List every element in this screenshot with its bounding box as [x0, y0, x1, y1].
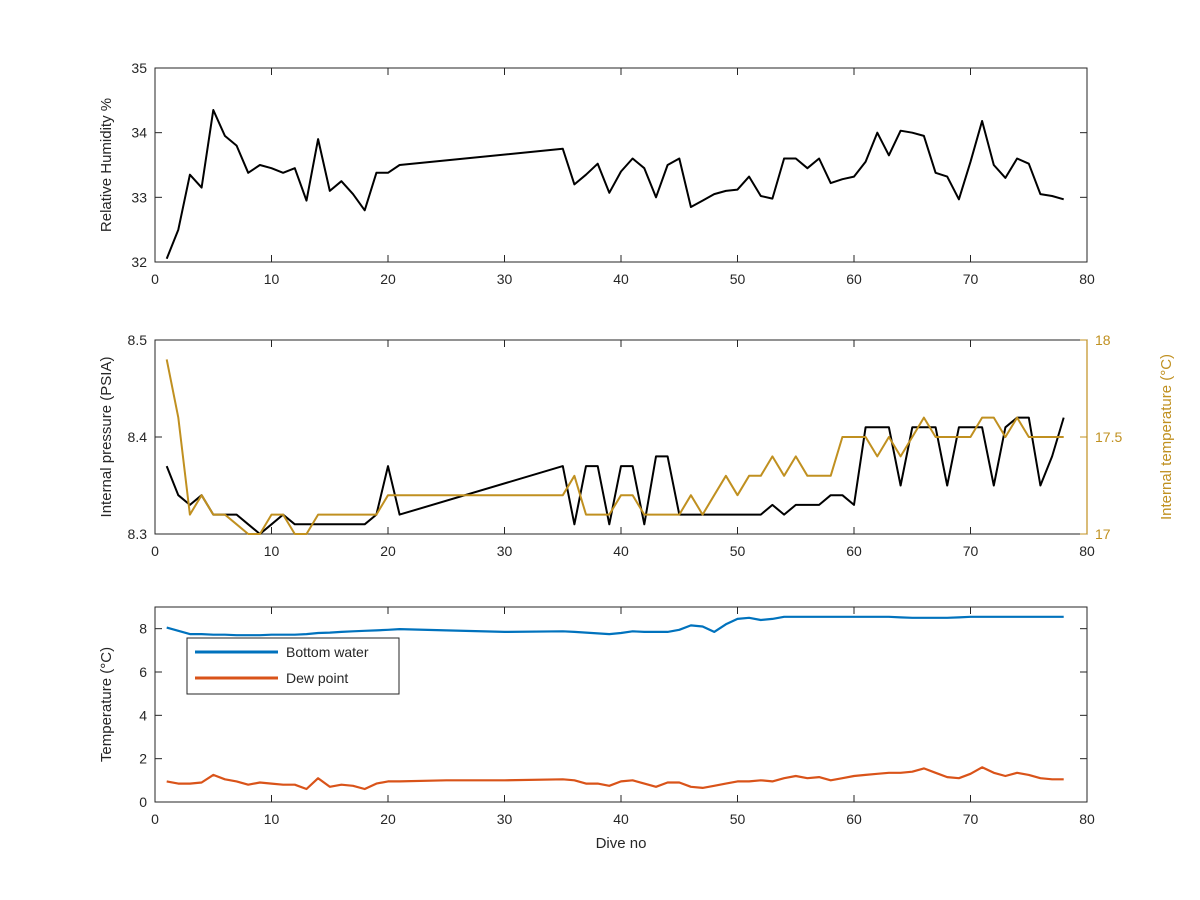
x-tick-label: 80 [1079, 811, 1095, 827]
legend-label: Dew point [286, 670, 348, 686]
legend-label: Bottom water [286, 644, 369, 660]
x-tick-label: 50 [730, 811, 746, 827]
y-tick-label: 8 [139, 621, 147, 637]
right-y-tick-label: 17 [1095, 526, 1111, 542]
x-tick-label: 70 [963, 543, 979, 559]
x-tick-label: 20 [380, 271, 396, 287]
x-tick-label: 80 [1079, 543, 1095, 559]
y-tick-label: 4 [139, 707, 147, 723]
x-tick-label: 70 [963, 811, 979, 827]
x-tick-label: 50 [730, 271, 746, 287]
x-axis-label: Dive no [596, 835, 647, 852]
chart-panel-1: 0 10 20 30 40 50 60 70 80 32 33 34 35 Relative Humidi… [98, 60, 1095, 287]
x-tick-label: 80 [1079, 271, 1095, 287]
y-tick-label: 2 [139, 751, 147, 767]
x-tick-label: 0 [151, 543, 159, 559]
x-tick-label: 40 [613, 543, 629, 559]
x-tick-label: 70 [963, 271, 979, 287]
chart-panel-3: 0 10 20 30 40 50 60 70 80 0 2 4 6 8 Temperature (°C) Di… [98, 606, 1095, 852]
x-tick-label: 10 [264, 543, 280, 559]
x-tick-label: 30 [497, 271, 513, 287]
x-tick-label: 60 [846, 271, 862, 287]
series-line-1 [165, 109, 1064, 260]
x-tick-label: 10 [264, 811, 280, 827]
x-tick-label: 0 [151, 811, 159, 827]
chart-panel-2: 0 10 20 30 40 50 60 70 80 8.3 8.4 8.5 17 17.5 18 Intern… [98, 332, 1175, 559]
right-y-tick-label: 18 [1095, 332, 1111, 348]
y-tick-label: 35 [131, 60, 147, 76]
x-tick-label: 10 [264, 271, 280, 287]
series-line-2 [166, 766, 1064, 791]
y-tick-label: 0 [139, 794, 147, 810]
y-axis-label: Internal pressure (PSIA) [98, 357, 115, 518]
y-tick-label: 8.3 [128, 526, 148, 542]
x-tick-label: 60 [846, 811, 862, 827]
y-tick-label: 32 [131, 254, 147, 270]
y-tick-label: 33 [131, 189, 147, 205]
series-line-1 [165, 416, 1065, 535]
right-y-axis-label: Internal temperature (°C) [1158, 354, 1175, 520]
plot-area-frame [154, 67, 1088, 263]
legend: Bottom water Dew point [186, 637, 400, 695]
y-tick-label: 8.5 [128, 332, 148, 348]
right-y-tick-label: 17.5 [1095, 429, 1122, 445]
series-line-1 [166, 615, 1064, 637]
x-tick-label: 40 [613, 271, 629, 287]
x-tick-label: 20 [380, 543, 396, 559]
plot-area-frame [154, 606, 1088, 803]
legend-box [186, 637, 400, 695]
x-tick-label: 30 [497, 811, 513, 827]
y-tick-label: 34 [131, 125, 147, 141]
series-line-2 [165, 359, 1064, 535]
x-tick-label: 40 [613, 811, 629, 827]
y-tick-label: 8.4 [128, 429, 148, 445]
x-tick-label: 60 [846, 543, 862, 559]
x-tick-label: 0 [151, 271, 159, 287]
y-axis-label: Temperature (°C) [98, 647, 115, 762]
x-tick-label: 20 [380, 811, 396, 827]
y-axis-label: Relative Humidity % [98, 98, 115, 232]
x-tick-label: 50 [730, 543, 746, 559]
x-tick-label: 30 [497, 543, 513, 559]
y-tick-label: 6 [139, 664, 147, 680]
